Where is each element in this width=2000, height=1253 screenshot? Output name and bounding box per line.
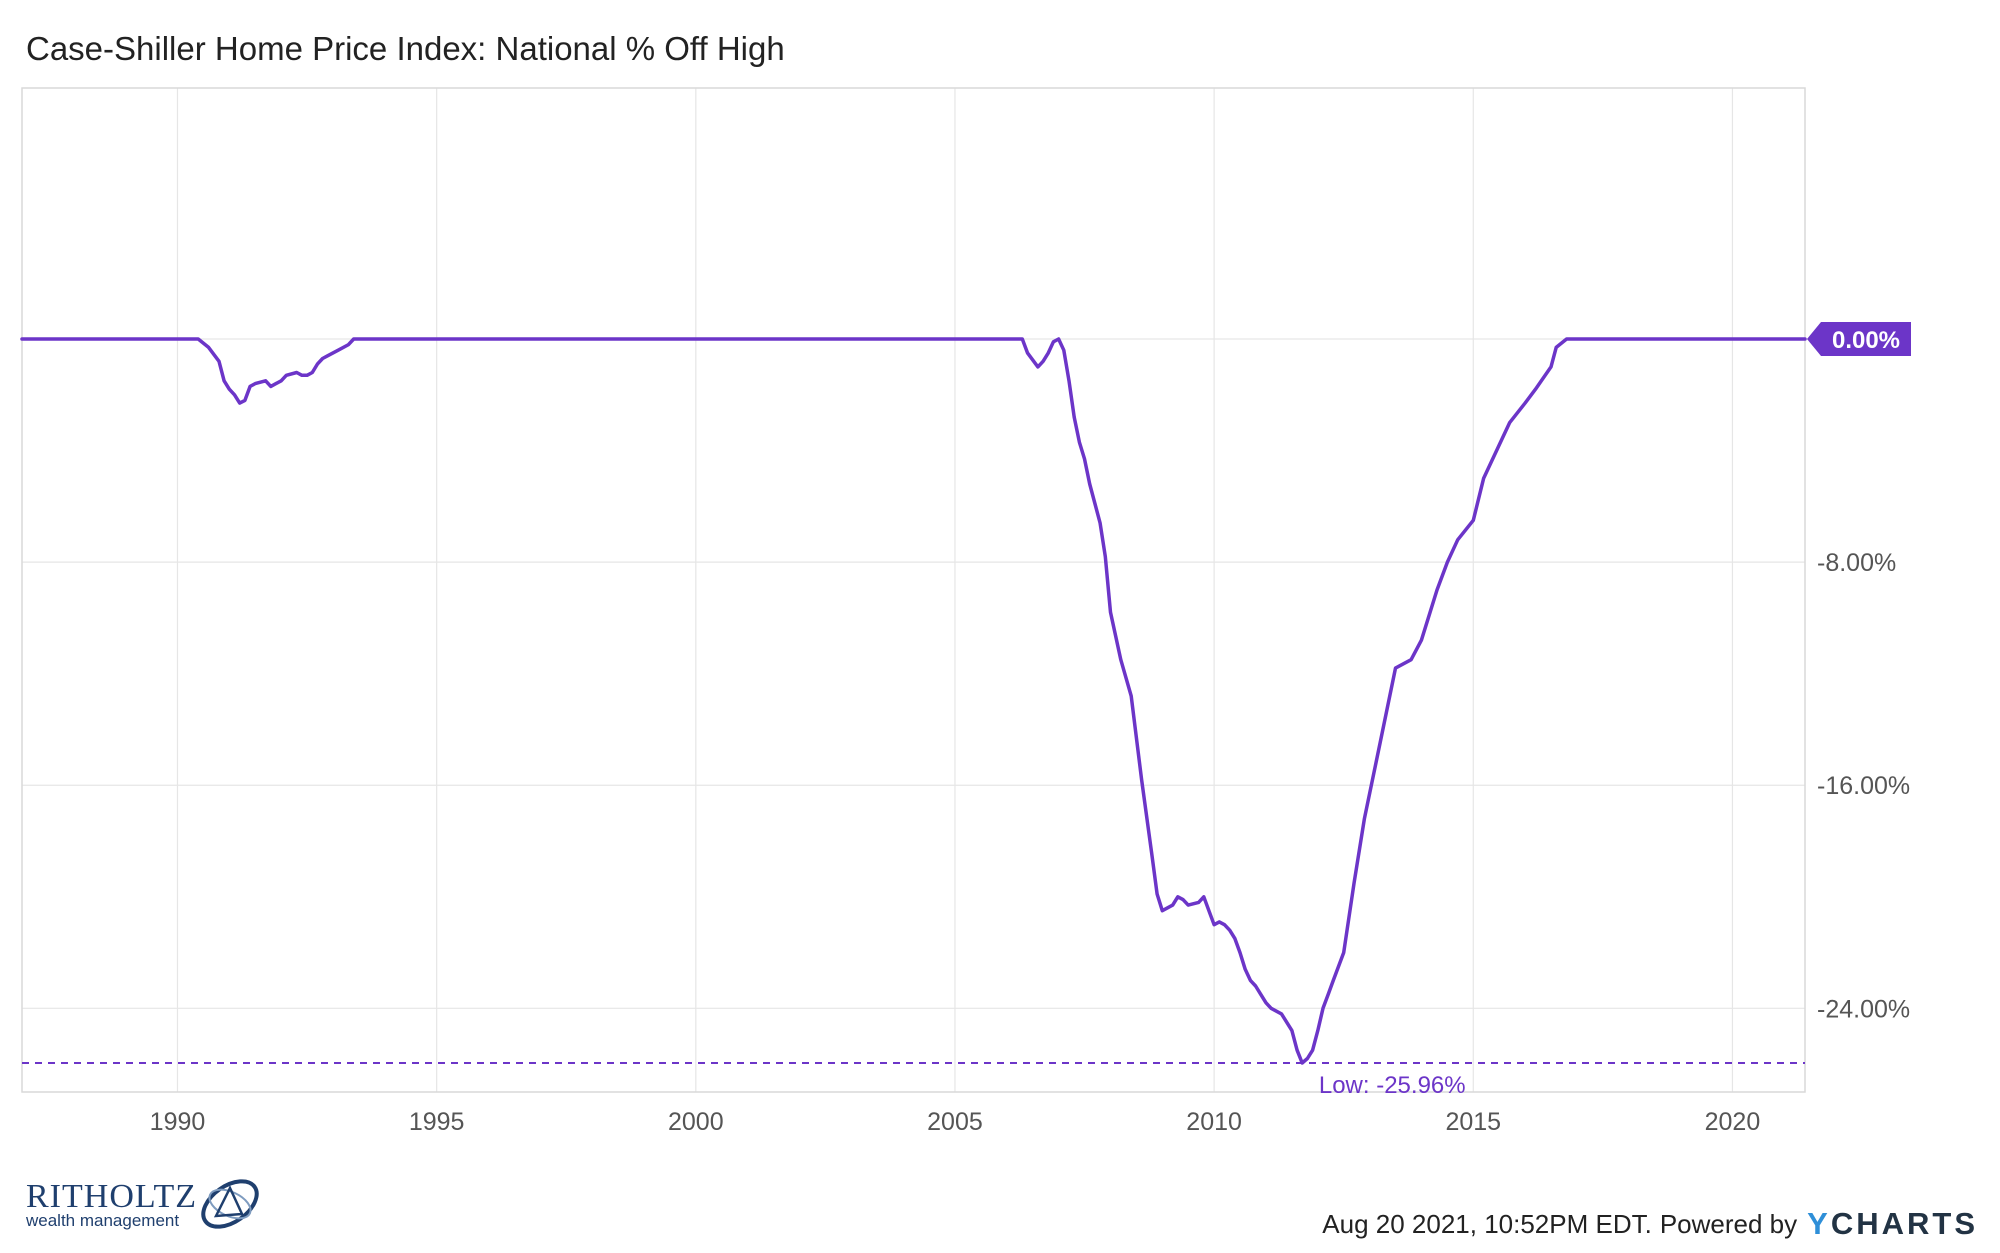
brand-logo: RITHOLTZ wealth management [26, 1178, 259, 1230]
ycharts-logo-y: Y [1807, 1206, 1831, 1241]
footer-credit: Aug 20 2021, 10:52PM EDT. Powered by YCH… [1322, 1206, 1978, 1242]
timestamp: Aug 20 2021, 10:52PM EDT. [1322, 1208, 1652, 1239]
series-line [20, 337, 1807, 1065]
x-tick-label: 1990 [150, 1108, 206, 1136]
current-value-group: 0.00% [1807, 322, 1911, 356]
plot-frame [21, 87, 1806, 1093]
brand-tagline: wealth management [26, 1211, 180, 1230]
ycharts-logo[interactable]: YCHARTS [1807, 1206, 1978, 1242]
current-value-label: 0.00% [1832, 327, 1900, 354]
x-axis: 1990 1995 2000 2005 2010 2015 2020 [150, 1108, 1761, 1136]
brand-emblem-icon [201, 1179, 259, 1229]
y-tick-label: -8.00% [1817, 549, 1896, 577]
grid [22, 88, 1805, 1092]
current-value-tag [1807, 322, 1911, 356]
low-annotation: Low: -25.96% [22, 1061, 1805, 1099]
series-line-group [20, 337, 1807, 1065]
chart-title: Case-Shiller Home Price Index: National … [26, 30, 785, 67]
y-axis: 0.00% -8.00% -16.00% -24.00% [1817, 326, 1910, 1023]
x-tick-label: 2020 [1705, 1108, 1761, 1136]
y-tick-label: -24.00% [1817, 995, 1910, 1023]
brand-name: RITHOLTZ [26, 1178, 198, 1215]
x-tick-label: 2005 [927, 1108, 983, 1136]
x-tick-label: 2015 [1445, 1108, 1501, 1136]
powered-by: Powered by [1659, 1208, 1798, 1239]
x-tick-label: 2010 [1186, 1108, 1242, 1136]
ycharts-logo-text: CHARTS [1830, 1206, 1978, 1241]
y-tick-label: -16.00% [1817, 772, 1910, 800]
x-tick-label: 2000 [668, 1108, 724, 1136]
low-label: Low: -25.96% [1319, 1072, 1466, 1099]
x-tick-label: 1995 [409, 1108, 465, 1136]
